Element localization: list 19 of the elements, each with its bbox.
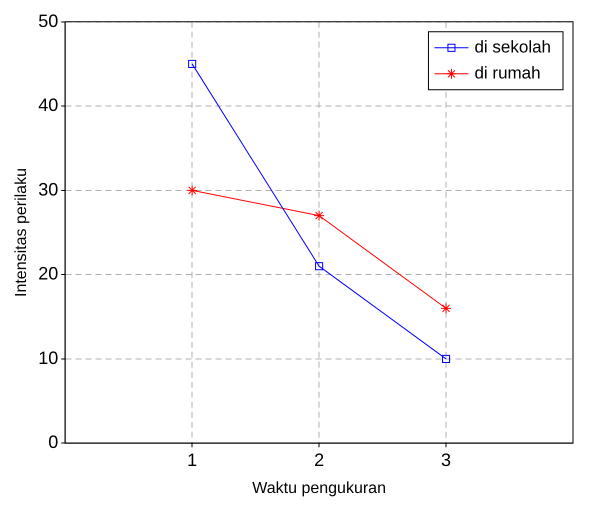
y-tick-label: 20 [38, 264, 58, 284]
point [314, 210, 325, 222]
x-axis-title: Waktu pengukuran [252, 480, 386, 497]
x-tick-label: 3 [441, 450, 452, 470]
legend-label: di sekolah [474, 37, 552, 56]
y-axis-title: Intensitas perilaku [13, 168, 30, 297]
point [440, 302, 452, 314]
y-tick-label: 10 [38, 348, 58, 368]
point [442, 354, 450, 363]
y-tick-label: 50 [38, 10, 58, 31]
point [186, 184, 198, 196]
x-tick-label: 2 [314, 450, 324, 470]
y-tick-label: 0 [48, 432, 58, 452]
y-tick-label: 30 [38, 179, 58, 200]
legend-label: di rumah [474, 63, 541, 82]
x-tick-label: 1 [187, 450, 198, 470]
y-tick-label: 40 [38, 95, 58, 116]
point [315, 262, 324, 270]
point [188, 60, 196, 68]
